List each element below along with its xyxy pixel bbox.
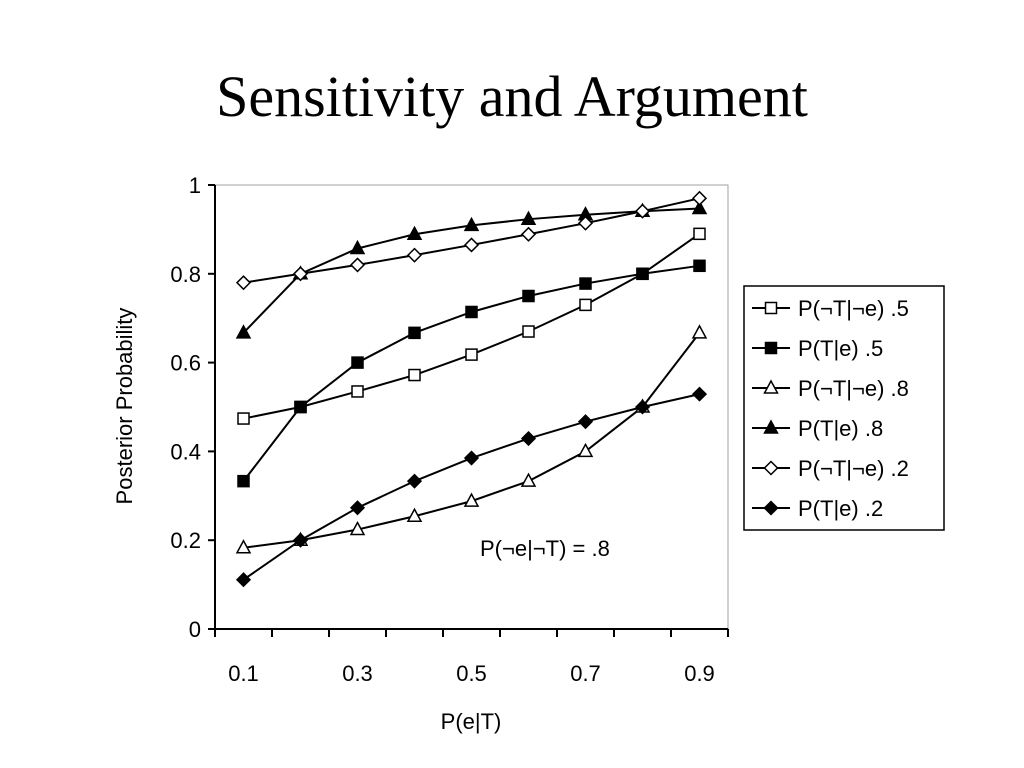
data-point	[349, 239, 366, 255]
data-point	[634, 399, 651, 415]
x-tick-label: 0.9	[684, 661, 715, 686]
x-axis-title: P(e|T)	[441, 709, 502, 734]
data-point	[465, 348, 478, 361]
legend-item: P(¬T|¬e) .5	[752, 296, 909, 321]
y-tick-label: 0	[189, 617, 201, 642]
legend-marker	[763, 460, 779, 476]
data-point	[463, 492, 480, 507]
data-point	[408, 368, 421, 382]
legend-item: P(T|e) .2	[752, 496, 883, 521]
series-line	[243, 233, 701, 420]
data-point	[406, 473, 423, 489]
series-1	[237, 227, 706, 425]
data-point	[522, 289, 535, 303]
data-point	[691, 199, 708, 215]
y-tick-label: 0.6	[170, 351, 201, 376]
y-tick-label: 0.8	[170, 262, 201, 287]
legend-label: P(T|e) .2	[798, 496, 883, 521]
data-point	[636, 267, 649, 281]
legend-item: P(¬T|¬e) .8	[752, 376, 909, 401]
legend: P(¬T|¬e) .5 P(T|e) .5 P(¬T|¬e) .8 P(T|e) .8…	[743, 285, 945, 531]
legend-marker	[764, 341, 778, 355]
legend-marker	[764, 301, 778, 315]
slide-title: Sensitivity and Argument	[216, 64, 808, 129]
series-line	[243, 332, 701, 549]
data-point	[349, 520, 366, 536]
legend-label: P(T|e) .8	[798, 416, 883, 441]
data-point	[691, 386, 708, 402]
data-point	[463, 450, 480, 466]
legend-item: P(¬T|¬e) .2	[752, 456, 909, 481]
legend-label: P(¬T|¬e) .8	[798, 376, 909, 401]
data-point	[237, 412, 250, 425]
series-line	[242, 393, 700, 581]
data-point	[693, 227, 706, 241]
data-point	[292, 532, 309, 548]
legend-box	[743, 285, 945, 531]
data-point	[577, 414, 594, 430]
legend-item: P(T|e) .8	[752, 416, 883, 441]
data-point	[406, 247, 423, 263]
data-point	[235, 324, 252, 339]
data-point	[294, 400, 307, 414]
legend-label: P(¬T|¬e) .2	[798, 456, 909, 481]
axes: 0 0.2 0.4 0.6 0.8 1 0.1 0.3 0.5 0.7 0.9	[170, 173, 729, 686]
data-point	[349, 500, 366, 516]
data-point	[349, 257, 366, 273]
data-point	[351, 356, 364, 369]
legend-marker	[763, 379, 779, 394]
data-point	[351, 385, 364, 398]
data-point	[634, 203, 651, 219]
data-point	[235, 275, 252, 291]
data-point	[463, 216, 480, 232]
y-axis-title: Posterior Probability	[112, 308, 137, 505]
data-point	[520, 430, 537, 447]
legend-marker	[763, 500, 779, 516]
y-tick-label: 0.2	[170, 528, 201, 553]
series-5	[235, 190, 708, 291]
legend-item: P(T|e) .5	[752, 336, 883, 361]
legend-label: P(T|e) .5	[798, 336, 883, 361]
data-point	[522, 325, 535, 338]
x-tick-label: 0.5	[456, 661, 487, 686]
data-point	[292, 266, 309, 282]
data-point	[577, 442, 594, 458]
data-point	[237, 474, 250, 488]
series-6	[235, 386, 708, 588]
x-tick-label: 0.1	[228, 661, 259, 686]
data-point	[406, 507, 423, 522]
data-point	[520, 472, 537, 487]
data-point	[520, 210, 537, 225]
data-point	[520, 226, 537, 242]
data-point	[579, 277, 592, 290]
data-point	[691, 324, 708, 339]
data-point	[406, 225, 423, 241]
data-point	[235, 539, 252, 554]
data-point	[235, 572, 252, 588]
y-tick-label: 0.4	[170, 439, 201, 464]
data-point	[577, 215, 594, 231]
data-point	[465, 305, 478, 319]
data-point	[463, 237, 480, 253]
data-point	[408, 326, 421, 340]
series-2	[237, 259, 706, 488]
legend-marker	[763, 419, 779, 434]
x-tick-label: 0.7	[570, 661, 601, 686]
data-point	[693, 259, 706, 273]
series-group	[235, 190, 708, 588]
data-point	[691, 190, 708, 206]
chart-annotation: P(¬e|¬T) = .8	[480, 536, 610, 561]
series-line	[242, 264, 700, 482]
x-tick-label: 0.3	[342, 661, 373, 686]
data-point	[579, 298, 592, 312]
y-tick-label: 1	[189, 173, 201, 198]
legend-label: P(¬T|¬e) .5	[798, 296, 909, 321]
